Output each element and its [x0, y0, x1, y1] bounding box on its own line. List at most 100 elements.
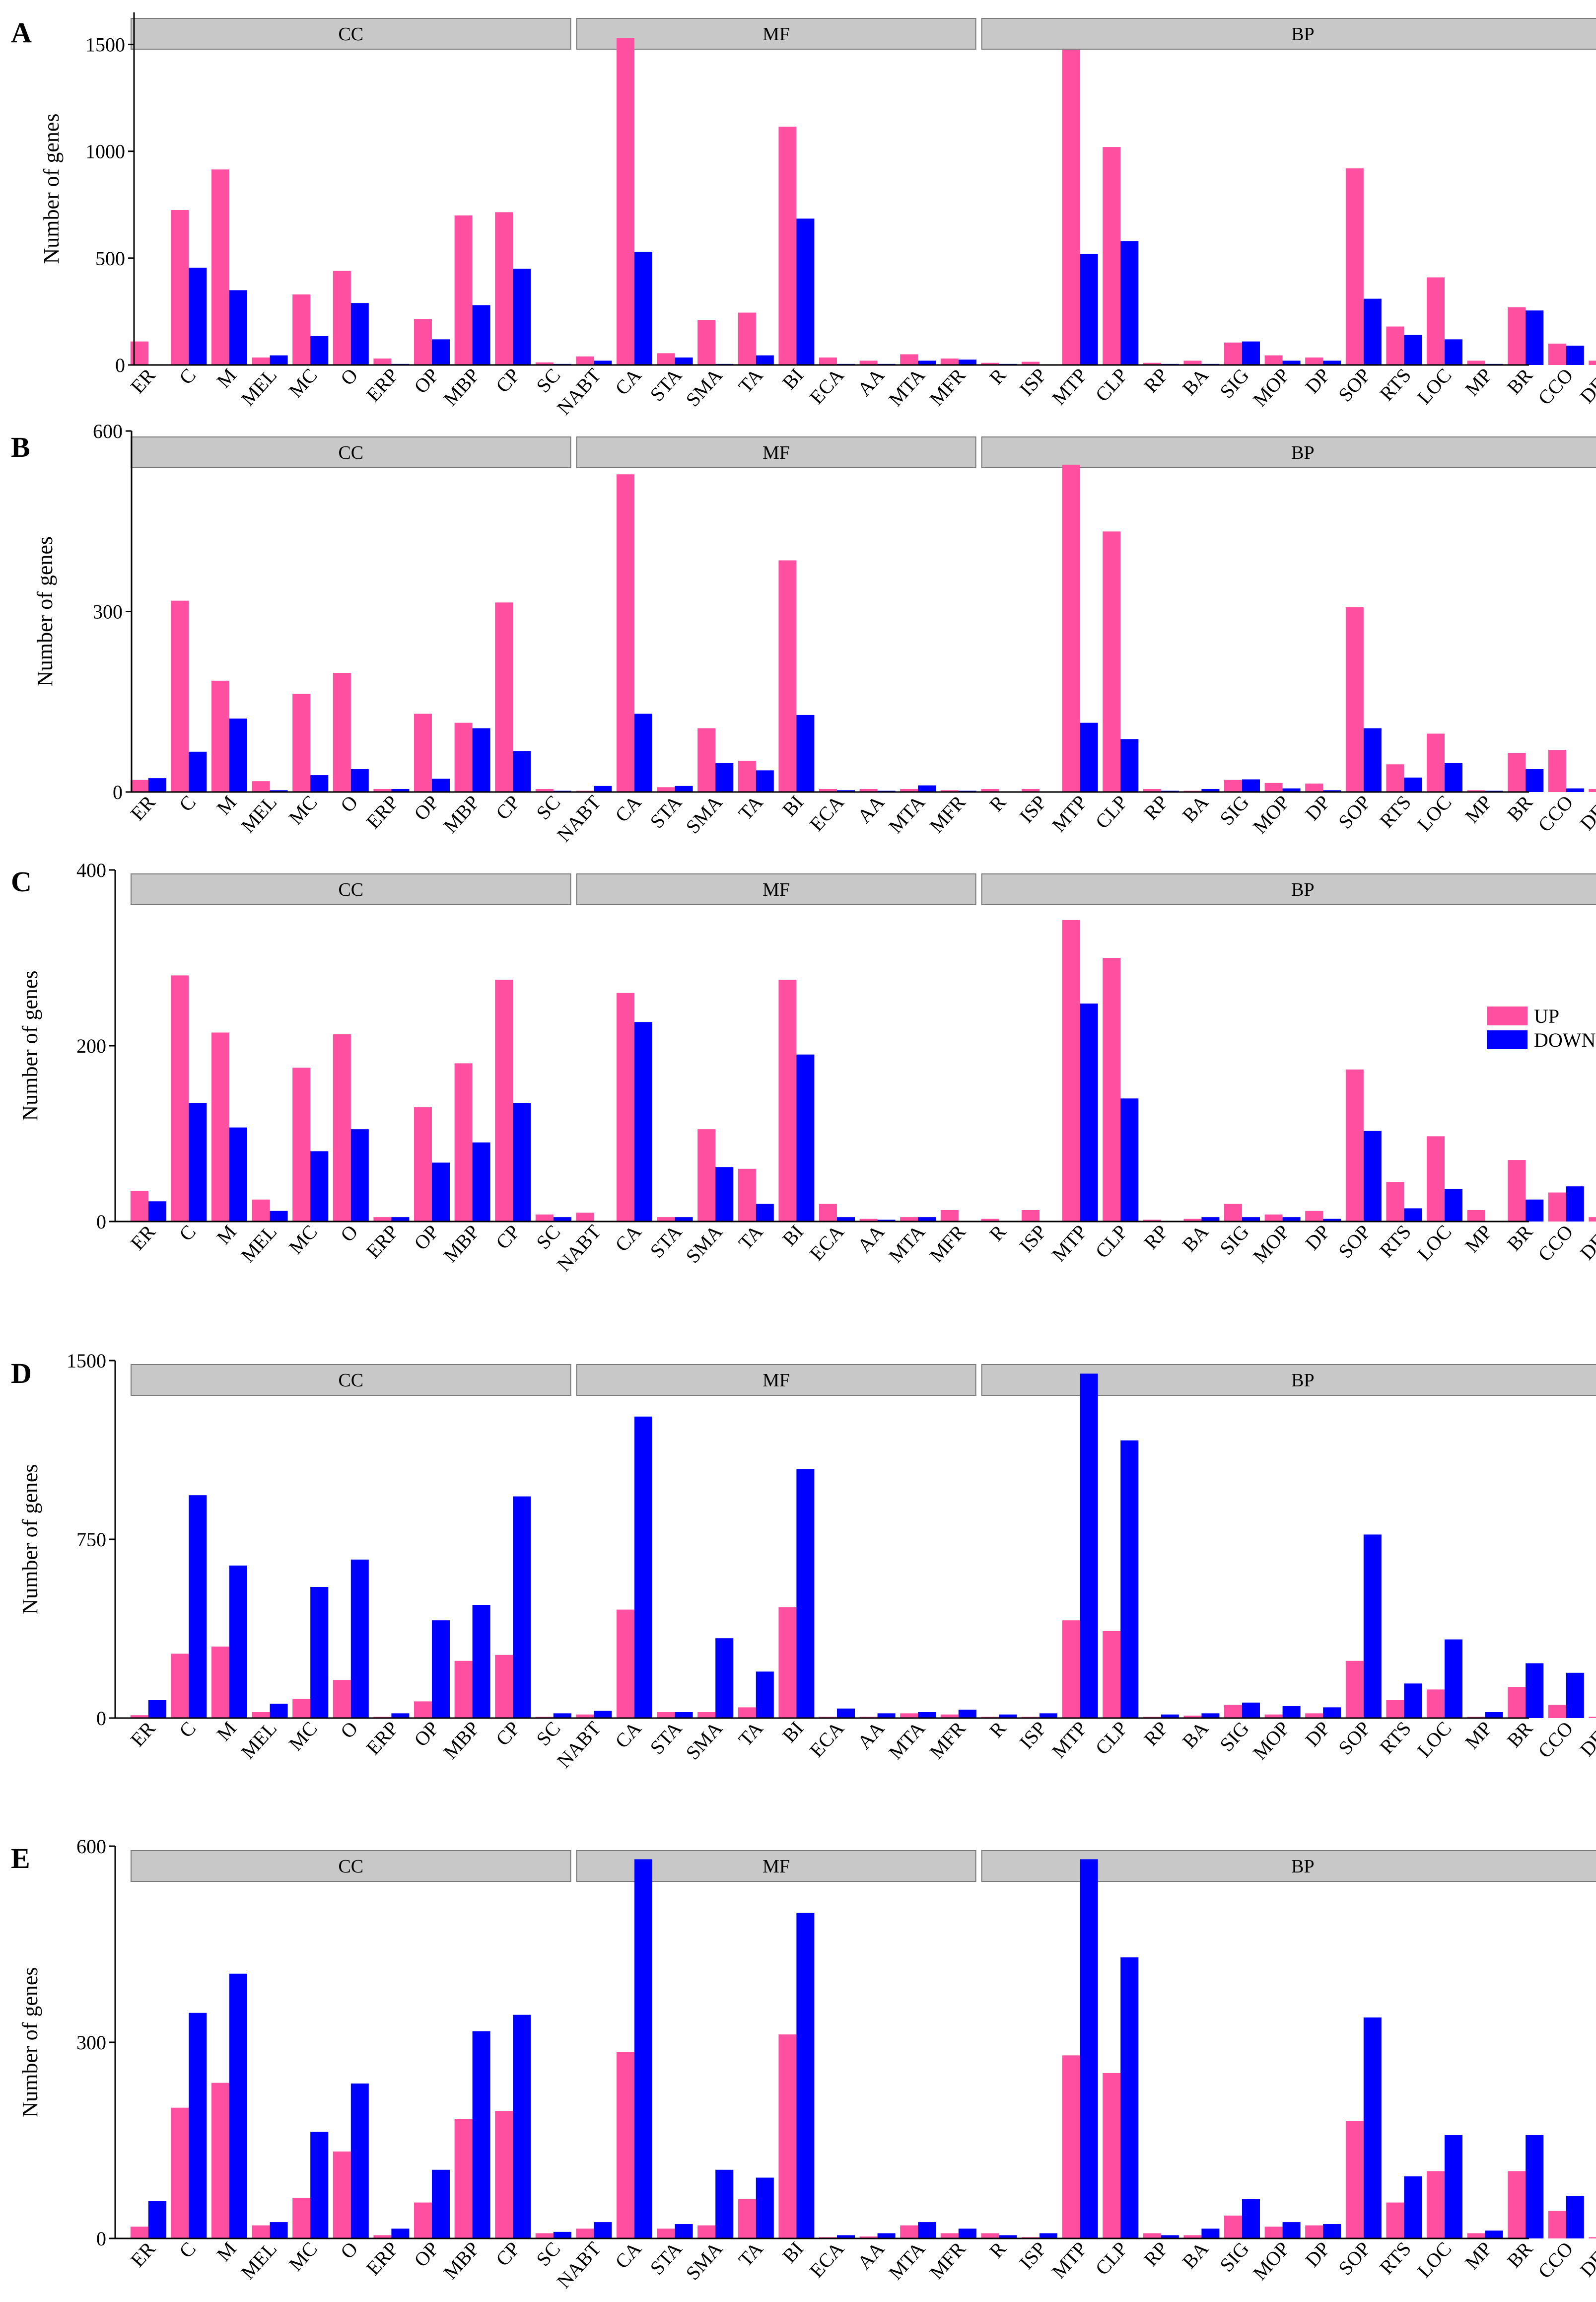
bar-down	[796, 1469, 815, 1718]
bar-up	[617, 993, 634, 1222]
bar-up	[1103, 1631, 1121, 1718]
bar-up	[1062, 2055, 1080, 2238]
x-tick-label: SIG	[1215, 364, 1253, 403]
bar-up	[697, 728, 716, 792]
bar-up	[535, 2233, 554, 2238]
bar-up	[940, 359, 959, 365]
bar-up	[1589, 360, 1596, 365]
bar-up	[333, 1680, 351, 1718]
bar-up	[130, 341, 148, 365]
bar-up	[617, 38, 634, 365]
group-header-label: MF	[763, 879, 790, 900]
x-tick-label: ECA	[805, 1717, 848, 1762]
bar-up	[292, 694, 311, 792]
bar-up	[981, 1219, 999, 1222]
bar-down	[1282, 788, 1301, 792]
x-tick-label: SOP	[1334, 1221, 1375, 1263]
bar-up	[333, 2151, 351, 2238]
bar-down	[472, 305, 490, 365]
bar-up	[252, 781, 270, 792]
bar-down	[999, 2235, 1017, 2238]
bar-down	[1363, 728, 1382, 792]
y-axis-title: Number of genes	[18, 1464, 42, 1614]
x-tick-label: ER	[126, 1717, 160, 1751]
panel-letter: A	[11, 16, 32, 49]
bar-down	[1526, 310, 1544, 365]
bar-up	[900, 789, 918, 792]
x-tick-label: STA	[645, 1221, 686, 1262]
bar-down	[1566, 1672, 1584, 1718]
bar-down	[715, 1167, 734, 1222]
bar-up	[333, 673, 351, 792]
x-tick-label: MC	[284, 364, 322, 402]
group-header-box	[981, 1364, 1596, 1396]
bar-up	[1548, 343, 1566, 365]
bar-down	[1282, 1217, 1301, 1222]
bar-up	[1386, 2202, 1404, 2238]
group-header-box	[131, 1850, 571, 1882]
panel-letter: C	[11, 865, 32, 898]
bar-up	[171, 1654, 189, 1718]
x-tick-label: RP	[1139, 1717, 1172, 1750]
bar-down	[999, 1714, 1017, 1718]
x-tick-label: ECA	[805, 364, 848, 409]
bar-down	[675, 1712, 693, 1718]
bar-down	[229, 1565, 247, 1718]
x-tick-label: AA	[853, 1717, 889, 1753]
bar-up	[1183, 360, 1202, 365]
legend: UP DOWN	[1487, 1005, 1596, 1051]
bar-down	[1445, 1189, 1462, 1222]
x-tick-label: BI	[778, 1221, 808, 1250]
bar-up	[292, 1068, 311, 1222]
bar-up	[940, 2233, 959, 2238]
bar-down	[148, 778, 166, 792]
bar-up	[130, 1715, 148, 1718]
bar-up	[414, 1701, 432, 1718]
bar-down	[1080, 254, 1098, 365]
x-tick-label: ER	[126, 1221, 160, 1254]
bar-down	[1242, 2199, 1260, 2238]
bar-up	[617, 2052, 634, 2238]
y-tick-label: 400	[76, 859, 106, 881]
bar-up	[373, 1217, 392, 1222]
bar-up	[1183, 2235, 1202, 2238]
bar-up	[778, 560, 797, 792]
bar-up	[819, 1204, 837, 1222]
bar-down	[1404, 1208, 1422, 1222]
bar-up	[738, 1707, 756, 1718]
x-tick-label: SIG	[1215, 791, 1253, 830]
bar-down	[350, 1129, 369, 1222]
group-header-box	[131, 18, 571, 50]
x-tick-label: LOC	[1413, 2237, 1456, 2282]
x-tick-label: CCO	[1533, 364, 1577, 409]
x-tick-label: M	[212, 2237, 240, 2266]
x-tick-label: RP	[1139, 791, 1172, 824]
bar-down	[1242, 779, 1260, 792]
bar-up	[373, 789, 392, 792]
x-tick-label: ERP	[362, 1717, 403, 1759]
bar-down	[189, 2013, 207, 2238]
bar-up	[292, 294, 311, 365]
x-tick-label: DET	[1576, 364, 1596, 408]
bar-down	[270, 1704, 288, 1718]
group-header-label: MF	[763, 24, 790, 45]
x-tick-label: O	[336, 2237, 362, 2263]
bar-up	[171, 2107, 189, 2238]
bar-up	[738, 760, 756, 792]
x-tick-label: MFR	[925, 1717, 970, 1763]
bar-down	[634, 1416, 652, 1718]
bar-down	[1323, 1219, 1341, 1222]
bar-up	[454, 1660, 473, 1718]
x-tick-label: R	[985, 791, 1011, 816]
bar-up	[1345, 2121, 1364, 2238]
bar-up	[778, 1607, 797, 1718]
bar-up	[1022, 789, 1040, 792]
bar-up	[1264, 1214, 1283, 1222]
bar-up	[1224, 780, 1242, 792]
bar-down	[513, 269, 531, 365]
x-tick-label: CP	[491, 2237, 524, 2270]
x-tick-label: CLP	[1091, 1221, 1132, 1263]
bar-up	[211, 2083, 229, 2238]
bar-up	[900, 354, 918, 365]
